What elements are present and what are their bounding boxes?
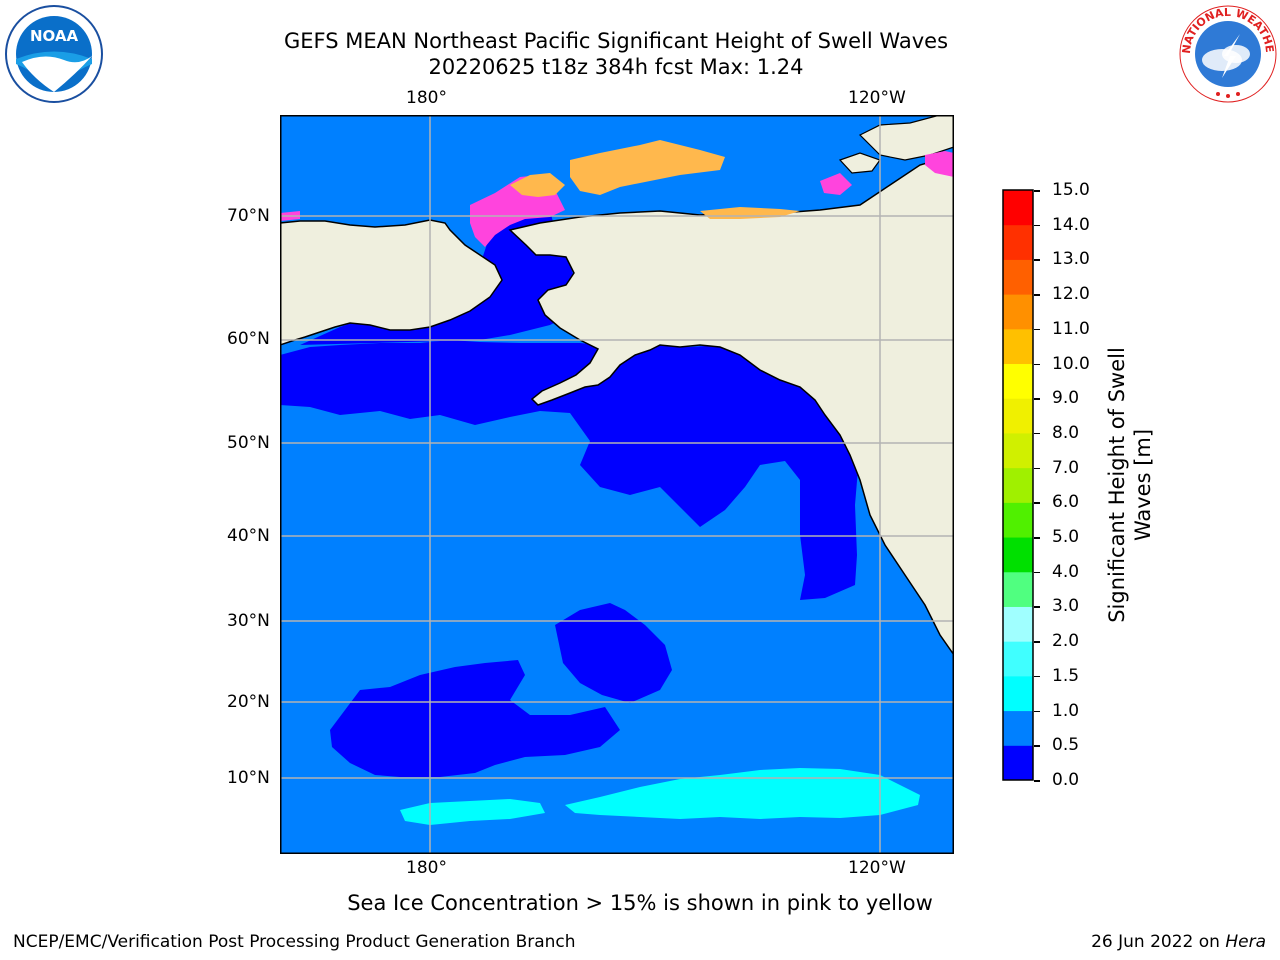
colorbar-segment <box>1003 641 1033 677</box>
graticule <box>280 115 954 854</box>
land-arctic-islands <box>858 115 954 161</box>
colorbar-tick-label: 10.0 <box>1052 353 1090 374</box>
colorbar-segment <box>1003 467 1033 503</box>
swell-region-southwest-low <box>330 660 620 777</box>
colorbar-tick-label: 4.0 <box>1052 561 1080 582</box>
colorbar-tick-label: 13.0 <box>1052 249 1090 270</box>
swell-region-bering-low <box>300 205 580 345</box>
colorbar-tick-mark <box>1034 502 1040 504</box>
colorbar-tick-mark <box>1034 224 1040 227</box>
colorbar-segment <box>1003 432 1033 469</box>
colorbar-tick-mark <box>1034 363 1040 366</box>
lon-label-bottom-120w: 120°W <box>848 858 906 878</box>
colorbar-tick-mark <box>1034 745 1040 747</box>
sea-ice-orange-chukchi <box>510 173 565 197</box>
sea-ice-orange <box>570 140 725 195</box>
colorbar-segment <box>1003 398 1033 434</box>
colorbar-tick-mark <box>1034 675 1040 678</box>
colorbar-frame <box>1002 189 1034 781</box>
colorbar-segment <box>1003 710 1033 746</box>
lat-label-10n: 10°N <box>227 768 270 788</box>
sea-ice-pink-beaufort <box>820 173 852 195</box>
noaa-logo-icon: NOAA <box>5 5 103 103</box>
chart-subtitle: 20220625 t18z 384h fcst Max: 1.24 <box>428 55 804 79</box>
colorbar-tick-mark <box>1034 780 1040 782</box>
colorbar-label-line1: Significant Height of Swell <box>1105 347 1129 623</box>
colorbar-tick-mark <box>1034 606 1040 608</box>
land-siberia <box>280 219 503 346</box>
lat-label-30n: 30°N <box>227 611 270 631</box>
colorbar-ticks: 0.0 0.5 1.0 1.5 2.0 3.0 4.0 5.0 6.0 7.0 8.0 9.0 10.0… <box>1034 180 1102 792</box>
colorbar-tick-mark <box>1034 432 1040 435</box>
colorbar-tick-label: 7.0 <box>1052 457 1080 478</box>
lon-label-top-180: 180° <box>406 88 447 108</box>
chart-title: GEFS MEAN Northeast Pacific Significant … <box>283 29 949 53</box>
lat-label-60n: 60°N <box>227 329 270 349</box>
colorbar-tick-label: 9.0 <box>1052 388 1080 409</box>
nws-logo-icon: NATIONAL WEATHER SERVICE <box>1178 4 1277 103</box>
colorbar-tick-label: 5.0 <box>1052 527 1080 548</box>
lat-label-20n: 20°N <box>227 692 270 712</box>
colorbar-tick-label: 1.0 <box>1052 700 1080 721</box>
swell-region-tropical-high-west <box>400 799 545 825</box>
colorbar-segment <box>1003 502 1033 538</box>
map-frame <box>280 115 954 854</box>
colorbar-tick-mark <box>1034 537 1040 539</box>
footer-date: 26 Jun 2022 on Hera <box>1091 932 1266 952</box>
swell-height-map <box>280 115 954 854</box>
colorbar-segment <box>1003 675 1033 712</box>
colorbar-tick-mark <box>1034 328 1040 331</box>
colorbar-segment <box>1003 259 1033 295</box>
lat-label-70n: 70°N <box>227 206 270 226</box>
colorbar-tick-label: 6.0 <box>1052 492 1080 513</box>
colorbar-segment <box>1003 571 1033 607</box>
colorbar-segment <box>1003 328 1033 365</box>
colorbar-segment <box>1003 190 1033 226</box>
colorbar-label-line2: Waves [m] <box>1131 428 1155 542</box>
colorbar-segment <box>1003 363 1033 399</box>
lon-label-bottom-180: 180° <box>406 858 447 878</box>
colorbar-tick-label: 0.0 <box>1052 770 1080 790</box>
colorbar-tick-mark <box>1034 710 1040 713</box>
sea-ice-caption: Sea Ice Concentration > 15% is shown in … <box>347 891 933 915</box>
colorbar-tick-label: 12.0 <box>1052 284 1090 305</box>
colorbar-tick-mark <box>1034 190 1040 192</box>
colorbar-tick-label: 0.5 <box>1052 735 1080 756</box>
swell-region-tropical-high <box>565 768 920 819</box>
colorbar-segment <box>1003 294 1033 330</box>
swell-region-north-low <box>280 340 860 600</box>
footer-credit: NCEP/EMC/Verification Post Processing Pr… <box>13 932 576 952</box>
land-alaska-canada <box>508 154 954 657</box>
colorbar-tick-label: 14.0 <box>1052 214 1090 235</box>
colorbar-tick-label: 8.0 <box>1052 422 1080 443</box>
footer-date-text: 26 Jun 2022 on <box>1091 932 1226 952</box>
swell-region-central-low <box>555 603 672 703</box>
colorbar-tick-mark <box>1034 641 1040 643</box>
colorbar-tick-mark <box>1034 294 1040 296</box>
colorbar-tick-label: 15.0 <box>1052 180 1090 200</box>
noaa-logo-text: NOAA <box>30 27 79 45</box>
colorbar <box>1002 189 1034 781</box>
colorbar-tick-mark <box>1034 259 1040 261</box>
colorbar-label: Significant Height of Swell Waves [m] <box>1100 290 1160 670</box>
colorbar-tick-label: 3.0 <box>1052 596 1080 617</box>
colorbar-tick-mark <box>1034 571 1040 574</box>
lat-label-40n: 40°N <box>227 526 270 546</box>
colorbar-segment <box>1003 745 1033 781</box>
colorbar-tick-label: 11.0 <box>1052 318 1090 339</box>
footer-host: Hera <box>1225 932 1266 952</box>
lat-label-50n: 50°N <box>227 433 270 453</box>
colorbar-tick-mark <box>1034 467 1040 470</box>
colorbar-tick-label: 1.5 <box>1052 665 1080 686</box>
colorbar-tick-mark <box>1034 398 1040 400</box>
land-arctic-island-2 <box>838 152 881 174</box>
colorbar-segment <box>1003 537 1033 573</box>
colorbar-tick-label: 2.0 <box>1052 631 1080 652</box>
colorbar-segment <box>1003 224 1033 260</box>
sea-ice-pink-east <box>925 151 954 177</box>
colorbar-segment <box>1003 606 1033 642</box>
lon-label-top-120w: 120°W <box>848 88 906 108</box>
